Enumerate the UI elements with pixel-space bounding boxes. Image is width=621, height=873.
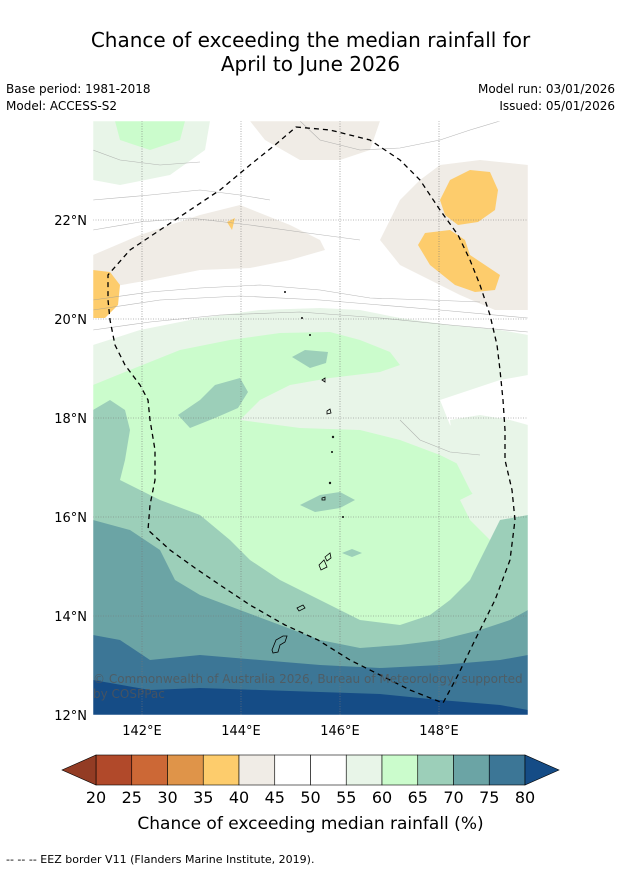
colorbar-tick-label: 35 xyxy=(193,788,213,807)
colorbar-segment xyxy=(167,754,204,786)
colorbar xyxy=(61,754,560,786)
colorbar-over-arrow xyxy=(524,754,560,786)
model-name: Model: ACCESS-S2 xyxy=(6,99,118,113)
lat-label-12: 12°N xyxy=(54,709,87,724)
lat-label-16: 16°N xyxy=(54,511,87,526)
colorbar-under-arrow xyxy=(61,754,97,786)
saipan-island xyxy=(324,552,332,562)
title-line-2: April to June 2026 xyxy=(220,52,401,76)
title-line-1: Chance of exceeding the median rainfall … xyxy=(90,28,531,52)
eez-legend-note: -- -- -- EEZ border V11 (Flanders Marine… xyxy=(6,853,315,866)
lat-label-14: 14°N xyxy=(54,610,87,625)
colorbar-tick-label: 20 xyxy=(86,788,106,807)
islands xyxy=(271,290,344,654)
colorbar-tick-label: 40 xyxy=(229,788,249,807)
colorbar-ticks: 20 25 30 35 40 45 50 55 60 65 70 75 80 xyxy=(86,788,535,807)
colorbar-tick-label: 65 xyxy=(408,788,428,807)
colorbar-segment xyxy=(488,754,526,786)
meta-left: Base period: 1981-2018 Model: ACCESS-S2 xyxy=(6,81,151,115)
rota-island xyxy=(296,604,306,612)
meta-right: Model run: 03/01/2026 Issued: 05/01/2026 xyxy=(478,81,615,115)
rainfall-field xyxy=(93,121,528,715)
lon-label-146: 146°E xyxy=(320,724,360,739)
copyright-credit: © Commonwealth of Australia 2026, Bureau… xyxy=(93,672,523,701)
colorbar-tick-label: 25 xyxy=(122,788,142,807)
lat-label-18: 18°N xyxy=(54,412,87,427)
colorbar-tick-label: 55 xyxy=(336,788,356,807)
colorbar-segment xyxy=(202,754,240,786)
colorbar-tick-label: 80 xyxy=(515,788,535,807)
issued-date: Issued: 05/01/2026 xyxy=(499,99,615,113)
base-period: Base period: 1981-2018 xyxy=(6,82,151,96)
colorbar-segment xyxy=(274,754,311,786)
colorbar-tick-label: 45 xyxy=(265,788,285,807)
lat-label-22: 22°N xyxy=(54,214,87,229)
colorbar-segment xyxy=(381,754,419,786)
colorbar-title: Chance of exceeding median rainfall (%) xyxy=(137,814,484,834)
colorbar-segment xyxy=(131,754,168,786)
colorbar-segment xyxy=(95,754,133,786)
map-frame xyxy=(92,120,529,716)
map-title: Chance of exceeding the median rainfall … xyxy=(0,28,621,76)
colorbar-segment xyxy=(238,754,276,786)
lon-label-148: 148°E xyxy=(419,724,459,739)
colorbar-segment xyxy=(310,754,347,786)
lat-label-20: 20°N xyxy=(54,313,87,328)
guam-island xyxy=(271,635,288,654)
colorbar-tick-label: 30 xyxy=(157,788,177,807)
colorbar-tick-label: 75 xyxy=(479,788,499,807)
colorbar-segment xyxy=(453,754,490,786)
colorbar-tick-label: 60 xyxy=(372,788,392,807)
lon-label-144: 144°E xyxy=(221,724,261,739)
colorbar-tick-label: 50 xyxy=(300,788,320,807)
colorbar-segment xyxy=(417,754,454,786)
lat-axis: 22°N 20°N 18°N 16°N 14°N 12°N xyxy=(54,214,87,724)
model-run: Model run: 03/01/2026 xyxy=(477,82,615,96)
lon-label-142: 142°E xyxy=(122,724,162,739)
tinian-island xyxy=(318,559,328,571)
colorbar-segment xyxy=(345,754,383,786)
lon-axis: 142°E 144°E 146°E 148°E xyxy=(122,724,459,739)
colorbar-tick-label: 70 xyxy=(443,788,463,807)
eez-border xyxy=(107,126,516,704)
